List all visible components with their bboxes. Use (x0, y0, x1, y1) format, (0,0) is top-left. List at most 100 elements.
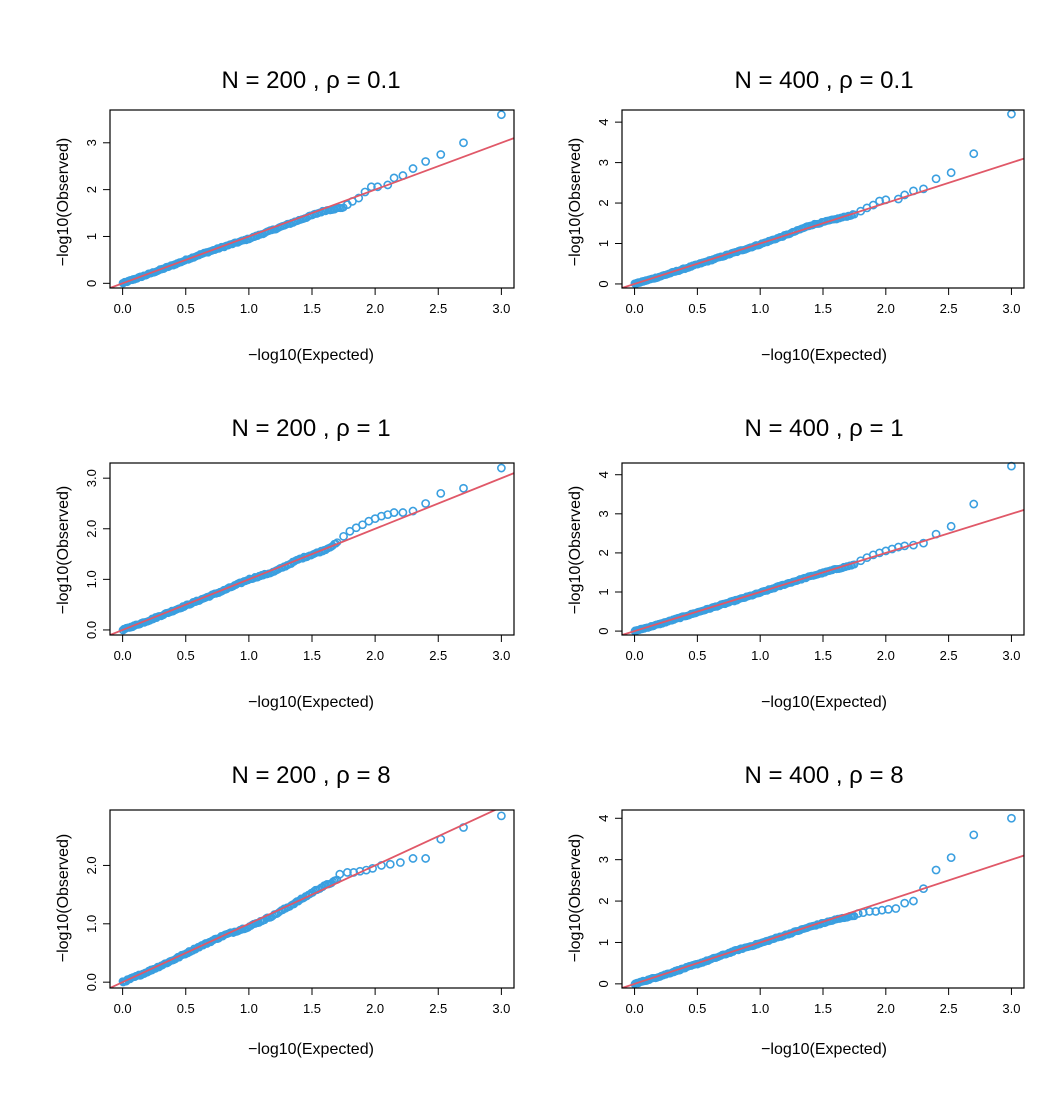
reference-line (110, 810, 498, 988)
y-axis-label: −log10(Observed) (55, 834, 72, 963)
x-tick-label: 3.0 (1002, 648, 1020, 663)
data-point (865, 907, 874, 916)
x-tick-label: 2.0 (366, 1001, 384, 1016)
x-tick-label: 2.0 (366, 648, 384, 663)
data-point (946, 853, 956, 862)
y-tick-label: 2 (596, 549, 611, 556)
data-point (389, 508, 399, 517)
y-tick-label: 1 (84, 233, 99, 240)
data-point (969, 499, 979, 509)
data-point (496, 463, 506, 473)
x-axis-label: −log10(Expected) (248, 694, 374, 711)
x-tick-label: 2.0 (877, 301, 895, 316)
panel-title: N = 200 , ρ = 8 (231, 762, 390, 789)
panel-title: N = 400 , ρ = 0.1 (734, 67, 913, 94)
x-axis-label: −log10(Expected) (761, 1041, 887, 1058)
y-tick-label: 2 (84, 186, 99, 193)
x-axis-label: −log10(Expected) (761, 347, 887, 364)
x-axis-label: −log10(Expected) (248, 347, 374, 364)
data-point (389, 173, 399, 183)
y-tick-label: 1 (596, 588, 611, 595)
x-tick-label: 1.5 (814, 301, 832, 316)
y-axis-label: −log10(Observed) (55, 138, 72, 267)
x-tick-label: 2.5 (940, 648, 958, 663)
data-point (354, 193, 364, 203)
data-point (946, 521, 956, 531)
qq-panel-n400-rho8: N = 400 , ρ = 8 −log10(Expected) −log10(… (567, 762, 1025, 1058)
x-tick-label: 0.5 (177, 648, 195, 663)
data-point (408, 164, 418, 173)
x-axis-label: −log10(Expected) (248, 1041, 374, 1058)
data-point (358, 520, 367, 530)
x-tick-label: 2.5 (940, 1001, 958, 1016)
data-point (421, 157, 431, 166)
x-axis-label: −log10(Expected) (761, 694, 887, 711)
data-point (931, 174, 941, 184)
x-tick-label: 0.5 (688, 648, 706, 663)
y-tick-label: 2 (596, 897, 611, 904)
data-point (946, 168, 956, 178)
data-point (893, 194, 903, 204)
data-point (408, 506, 418, 516)
y-tick-label: 2 (596, 199, 611, 206)
y-tick-label: 0.0 (84, 973, 99, 991)
x-tick-label: 0.0 (114, 1001, 132, 1016)
data-point (398, 508, 408, 517)
qq-panel-n200-rho1: N = 200 , ρ = 1 −log10(Expected) −log10(… (55, 415, 515, 711)
points-group (630, 813, 1016, 989)
data-point (385, 859, 395, 869)
qq-panel-n200-rho8: N = 200 , ρ = 8 −log10(Expected) −log10(… (55, 762, 515, 1058)
y-tick-label: 1.0 (84, 915, 99, 933)
data-point (496, 811, 506, 821)
data-point (1007, 813, 1016, 823)
data-point (931, 865, 941, 875)
plot-frame (621, 809, 1025, 989)
y-axis-label: −log10(Observed) (567, 834, 584, 963)
data-point (496, 110, 506, 120)
y-tick-label: 0 (84, 280, 99, 287)
points-group (118, 110, 506, 288)
panel-title: N = 200 , ρ = 1 (231, 415, 390, 442)
points-group (630, 461, 1016, 636)
data-point (436, 150, 446, 159)
data-point (342, 868, 352, 877)
x-tick-label: 1.0 (240, 301, 258, 316)
y-axis-label: −log10(Observed) (55, 486, 72, 615)
y-tick-label: 0 (596, 627, 611, 634)
qq-panel-n200-rho0.1: N = 200 , ρ = 0.1 −log10(Expected) −log1… (55, 67, 515, 364)
panel-title: N = 200 , ρ = 0.1 (221, 67, 400, 94)
data-point (408, 854, 418, 863)
data-point (1007, 109, 1016, 119)
x-tick-label: 0.5 (177, 1001, 195, 1016)
x-tick-label: 0.5 (688, 301, 706, 316)
x-tick-label: 2.5 (429, 301, 447, 316)
y-tick-label: 1.0 (84, 570, 99, 588)
y-tick-label: 0.0 (84, 621, 99, 639)
x-tick-label: 2.0 (366, 301, 384, 316)
reference-line (622, 854, 1024, 988)
y-tick-label: 3 (596, 510, 611, 517)
x-tick-label: 2.5 (429, 648, 447, 663)
y-tick-label: 0 (596, 280, 611, 287)
x-tick-label: 2.0 (877, 648, 895, 663)
plot-frame (109, 109, 515, 289)
data-point (339, 531, 348, 541)
data-point (421, 854, 431, 863)
x-tick-label: 1.0 (751, 1001, 769, 1016)
x-tick-label: 2.5 (940, 301, 958, 316)
x-tick-label: 1.0 (240, 1001, 258, 1016)
x-tick-label: 1.5 (814, 1001, 832, 1016)
panel-title: N = 400 , ρ = 1 (744, 415, 903, 442)
data-point (919, 884, 928, 894)
x-tick-label: 1.5 (303, 1001, 321, 1016)
data-point (436, 488, 446, 498)
y-tick-label: 2.0 (84, 520, 99, 538)
y-axis-label: −log10(Observed) (567, 486, 584, 615)
y-tick-label: 3.0 (84, 469, 99, 487)
x-tick-label: 2.5 (429, 1001, 447, 1016)
panel-title: N = 400 , ρ = 8 (744, 762, 903, 789)
x-tick-label: 1.0 (240, 648, 258, 663)
data-point (1007, 461, 1016, 471)
data-point (421, 499, 431, 508)
